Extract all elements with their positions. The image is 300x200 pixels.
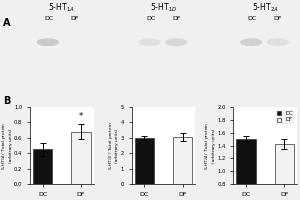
- Title: 5-HT$_{2A}$: 5-HT$_{2A}$: [252, 2, 279, 14]
- Text: DC: DC: [44, 16, 54, 21]
- Title: 5-HT$_{1A}$: 5-HT$_{1A}$: [48, 2, 75, 14]
- Ellipse shape: [138, 38, 160, 46]
- Ellipse shape: [240, 38, 262, 46]
- Legend: DC, DF: DC, DF: [275, 110, 294, 124]
- Ellipse shape: [165, 38, 187, 46]
- Bar: [173, 137, 192, 184]
- Ellipse shape: [267, 38, 289, 46]
- Text: DC: DC: [146, 16, 155, 21]
- Ellipse shape: [63, 38, 86, 46]
- Y-axis label: 5-HT$_{1A}$ / Total protein
(arbitrary units): 5-HT$_{1A}$ / Total protein (arbitrary u…: [0, 121, 13, 170]
- Text: DF: DF: [274, 16, 282, 21]
- Bar: [33, 149, 52, 184]
- Text: DF: DF: [70, 16, 79, 21]
- Text: B: B: [3, 96, 10, 106]
- Y-axis label: 5-HT$_{2A}$ / Total protein
(arbitrary units): 5-HT$_{2A}$ / Total protein (arbitrary u…: [203, 121, 216, 170]
- Y-axis label: 5-HT$_{1D}$ / Total protein
(arbitrary units): 5-HT$_{1D}$ / Total protein (arbitrary u…: [107, 121, 119, 170]
- Bar: [275, 144, 294, 200]
- Bar: [135, 138, 154, 184]
- Text: DF: DF: [172, 16, 181, 21]
- Text: *: *: [79, 112, 83, 121]
- Text: A: A: [3, 18, 10, 28]
- Bar: [71, 132, 91, 184]
- Ellipse shape: [37, 38, 59, 46]
- Text: DC: DC: [248, 16, 257, 21]
- Title: 5-HT$_{1D}$: 5-HT$_{1D}$: [150, 2, 177, 14]
- Bar: [236, 139, 256, 200]
